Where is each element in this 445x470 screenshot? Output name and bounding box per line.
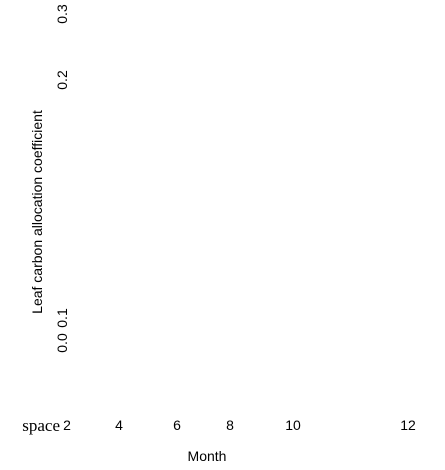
y-tick-labels: 0.0 0.1 0.2 0.3 xyxy=(54,4,70,353)
y-tick-label: 0.2 xyxy=(54,70,70,90)
x-tick-label: 4 xyxy=(115,417,123,433)
y-tick-label: 0.1 xyxy=(54,308,70,328)
y-tick-label: 0.3 xyxy=(54,4,70,24)
x-tick-label: 6 xyxy=(173,417,181,433)
x-tick-label: 10 xyxy=(285,417,301,433)
y-axis-label: Leaf carbon allocation coefficient xyxy=(29,110,45,314)
x-tick-label: 8 xyxy=(226,417,234,433)
x-axis-label: Month xyxy=(188,448,227,464)
x-tick-label: 12 xyxy=(400,417,416,433)
x-tick-labels: 2 4 6 8 10 12 xyxy=(63,417,416,433)
x-tick-label: 2 xyxy=(63,417,71,433)
stray-space-label: space xyxy=(22,416,60,435)
y-tick-label: 0.0 xyxy=(54,333,70,353)
